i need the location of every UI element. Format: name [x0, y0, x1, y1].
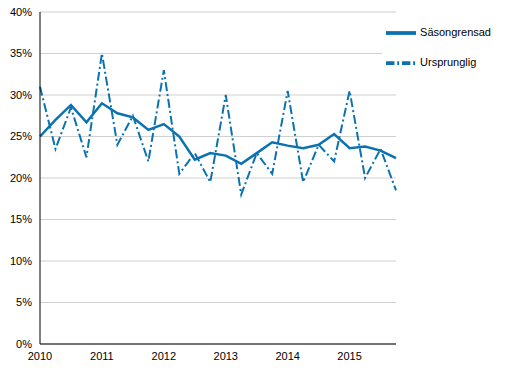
svg-text:2013: 2013: [214, 350, 238, 362]
svg-text:25%: 25%: [10, 130, 32, 142]
svg-text:2011: 2011: [90, 350, 114, 362]
svg-text:2014: 2014: [275, 350, 299, 362]
svg-text:5%: 5%: [16, 296, 32, 308]
svg-text:2015: 2015: [337, 350, 361, 362]
svg-text:0%: 0%: [16, 338, 32, 350]
svg-text:2012: 2012: [152, 350, 176, 362]
svg-text:30%: 30%: [10, 89, 32, 101]
svg-text:10%: 10%: [10, 255, 32, 267]
html-text:Ursprunglig: Ursprunglig: [420, 55, 477, 68]
html-text:Säsongrensad: Säsongrensad: [420, 25, 491, 38]
svg-text:35%: 35%: [10, 47, 32, 59]
svg-text:2010: 2010: [28, 350, 52, 362]
svg-text:40%: 40%: [10, 6, 32, 18]
svg-text:20%: 20%: [10, 172, 32, 184]
svg-text:15%: 15%: [10, 213, 32, 225]
